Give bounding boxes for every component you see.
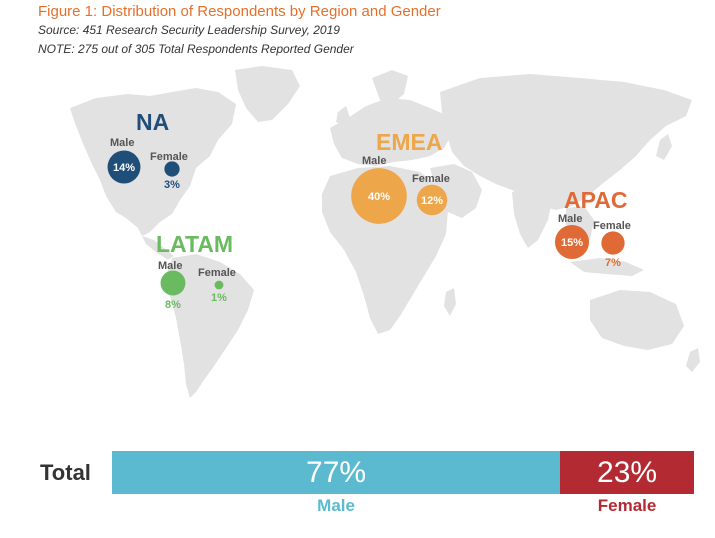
apac-female-value: 7% [605,257,621,269]
landmass-asia [440,74,692,210]
world-map [70,66,700,398]
total-female-label: Female [597,496,657,515]
region-title-apac: APAC [564,187,627,213]
landmass-australia [590,290,684,350]
world-map-chart: NA Male Female 14% 3% LATAM Male Female … [70,66,700,398]
latam-female-value: 1% [211,292,227,304]
apac-male-bubble [554,224,590,260]
apac-male-label: Male [558,213,582,225]
apac-female-label: Female [593,220,631,232]
landmass-scandinavia [372,70,408,104]
landmass-indonesia [570,258,644,276]
latam-male-value: 8% [165,299,181,311]
landmass-africa [322,166,448,334]
apac-male-value: 15% [561,237,583,249]
latam-male-label: Male [158,260,182,272]
na-male-bubble [107,150,141,184]
emea-female-label: Female [412,173,450,185]
na-female-bubble [164,161,180,177]
emea-male-value: 40% [368,191,390,203]
region-title-emea: EMEA [376,129,442,155]
landmass-central-america [142,236,174,260]
emea-female-value: 12% [421,195,443,207]
emea-male-bubble [351,168,407,224]
latam-male-bubble [160,270,186,296]
region-title-latam: LATAM [156,231,233,257]
latam-female-label: Female [198,267,236,279]
landmass-japan [656,134,672,160]
figure-source: Source: 451 Research Security Leadership… [38,23,340,37]
region-title-na: NA [136,109,169,135]
na-male-label: Male [110,137,134,149]
total-male-label: Male [317,496,355,515]
landmass-arabia [430,164,482,218]
apac-female-bubble [601,231,625,255]
na-female-label: Female [150,151,188,163]
total-label: Total [40,460,91,485]
landmass-north-america [70,88,236,236]
landmass-india [512,188,552,248]
emea-male-label: Male [362,155,386,167]
total-male-bar: 77% [112,451,561,494]
na-male-value: 14% [113,162,135,174]
total-male-value: 77% [306,455,367,489]
figure-title: Figure 1: Distribution of Respondents by… [38,3,441,20]
landmass-new-zealand [686,348,700,372]
landmass-greenland [235,66,300,122]
landmass-madagascar [444,288,456,316]
landmass-europe [330,98,452,166]
emea-female-bubble [416,184,448,216]
total-female-bar: 23% [560,451,694,494]
latam-female-bubble [214,280,224,290]
figure-note: NOTE: 275 out of 305 Total Respondents R… [38,42,354,56]
total-female-value: 23% [597,455,658,489]
na-female-value: 3% [164,179,180,191]
landmass-uk [336,106,350,126]
landmass-south-america [166,254,254,398]
